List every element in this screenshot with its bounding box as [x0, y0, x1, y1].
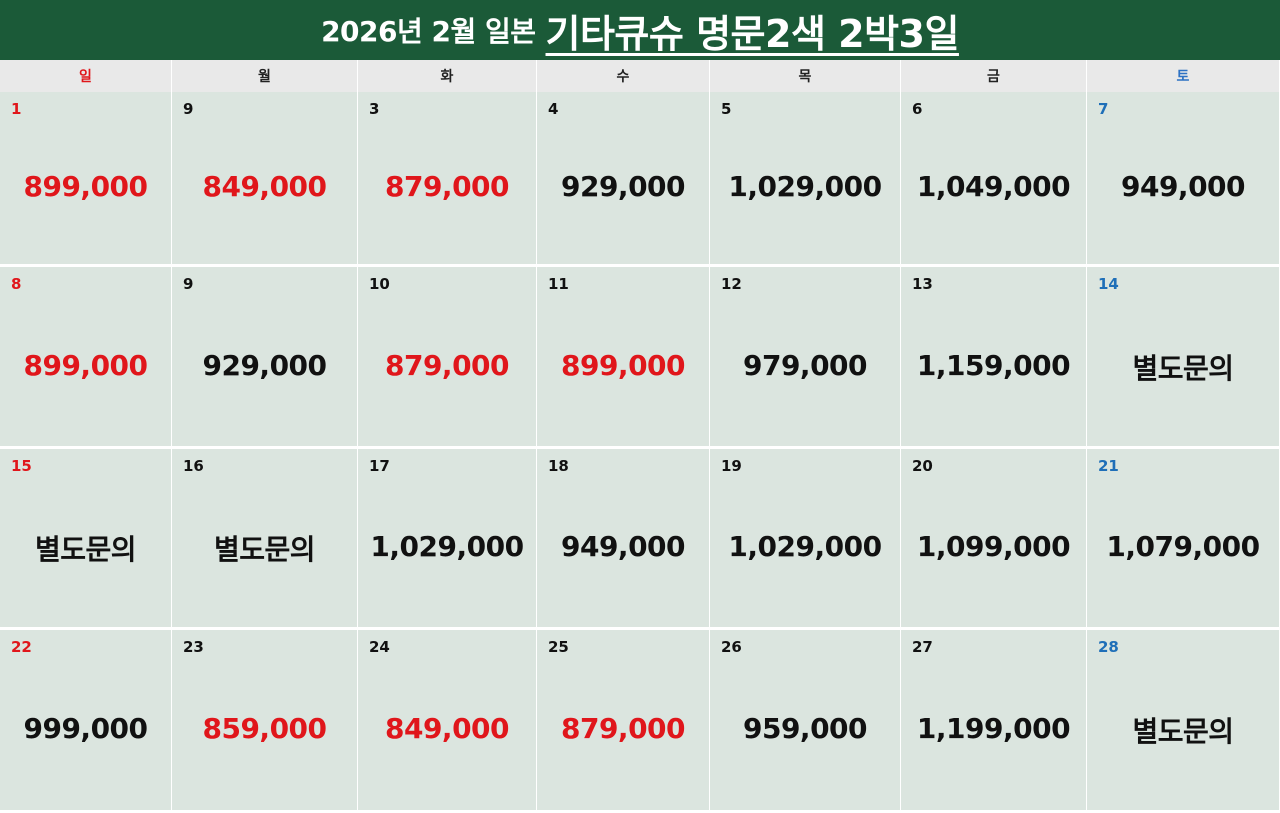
day-price: 929,000 — [202, 348, 327, 382]
calendar-day-cell: 6 1,049,000 — [901, 92, 1087, 267]
day-price: 979,000 — [742, 348, 868, 382]
day-number: 12 — [721, 275, 742, 293]
day-number: 11 — [548, 275, 569, 293]
day-number: 24 — [369, 638, 390, 656]
calendar-day-cell: 27 1,199,000 — [901, 630, 1087, 813]
day-number: 23 — [183, 638, 204, 656]
day-price: 879,000 — [384, 169, 510, 203]
calendar-day-cell: 23 859,000 — [172, 630, 358, 813]
day-number: 20 — [912, 457, 933, 475]
calendar-day-cell: 22 999,000 — [0, 630, 172, 813]
calendar-day-cell: 1 899,000 — [0, 92, 172, 267]
calendar-day-cell: 5 1,029,000 — [710, 92, 901, 267]
calendar-day-cell: 24 849,000 — [358, 630, 537, 813]
calendar-day-cell: 20 1,099,000 — [901, 449, 1087, 630]
price-calendar: 일 월 화 수 목 금 토 1 899,000 9 849,000 3 879,000 4 9… — [0, 60, 1280, 813]
day-number: 5 — [721, 100, 732, 118]
calendar-day-cell: 4 929,000 — [537, 92, 710, 267]
day-price: 1,079,000 — [1106, 529, 1260, 563]
day-price: 별도문의 — [1132, 715, 1234, 748]
day-number: 21 — [1098, 457, 1119, 475]
calendar-day-cell: 16 별도문의 — [172, 449, 358, 630]
day-number: 10 — [369, 275, 390, 293]
calendar-day-cell: 13 1,159,000 — [901, 267, 1087, 449]
day-number: 1 — [11, 100, 22, 118]
calendar-day-cell: 19 1,029,000 — [710, 449, 901, 630]
day-price: 별도문의 — [1132, 351, 1234, 385]
calendar-day-cell: 26 959,000 — [710, 630, 901, 813]
weekday-wed: 수 — [537, 60, 710, 92]
calendar-day-cell: 11 899,000 — [537, 267, 710, 449]
day-number: 9 — [183, 100, 194, 118]
day-number: 28 — [1098, 638, 1119, 656]
calendar-day-cell: 15 별도문의 — [0, 449, 172, 630]
calendar-day-cell: 9 849,000 — [172, 92, 358, 267]
day-price: 849,000 — [384, 711, 510, 745]
day-price: 1,049,000 — [916, 169, 1071, 203]
calendar-day-cell: 9 929,000 — [172, 267, 358, 449]
day-price: 1,099,000 — [916, 529, 1071, 563]
calendar-day-cell: 12 979,000 — [710, 267, 901, 449]
calendar-day-cell: 17 1,029,000 — [358, 449, 537, 630]
day-number: 16 — [183, 457, 204, 475]
day-price: 899,000 — [560, 348, 686, 382]
weekday-tue: 화 — [358, 60, 537, 92]
calendar-day-cell: 8 899,000 — [0, 267, 172, 449]
day-price: 1,199,000 — [916, 711, 1071, 745]
day-price: 959,000 — [742, 711, 868, 745]
day-number: 13 — [912, 275, 933, 293]
calendar-day-cell: 28 별도문의 — [1087, 630, 1280, 813]
day-price: 별도문의 — [34, 533, 137, 566]
day-number: 19 — [721, 457, 742, 475]
calendar-day-cell: 3 879,000 — [358, 92, 537, 267]
day-number: 25 — [548, 638, 569, 656]
day-price: 949,000 — [560, 529, 686, 563]
day-number: 17 — [369, 457, 390, 475]
calendar-header: 2026년 2월 일본 기타큐슈 명문2색 2박3일 — [0, 0, 1280, 60]
title-period: 2026년 2월 일본 — [321, 15, 536, 48]
day-price: 859,000 — [202, 711, 327, 745]
calendar-day-cell: 25 879,000 — [537, 630, 710, 813]
day-price: 1,029,000 — [728, 529, 882, 563]
day-price: 949,000 — [1120, 169, 1246, 203]
weekday-fri: 금 — [901, 60, 1087, 92]
day-price: 899,000 — [23, 169, 148, 203]
weekday-mon: 월 — [172, 60, 358, 92]
day-number: 7 — [1098, 100, 1109, 118]
day-price: 1,159,000 — [916, 348, 1071, 382]
day-number: 18 — [548, 457, 569, 475]
day-price: 1,029,000 — [728, 169, 882, 203]
day-number: 26 — [721, 638, 742, 656]
day-price: 1,029,000 — [370, 529, 524, 563]
day-price: 999,000 — [23, 711, 148, 745]
day-number: 9 — [183, 275, 194, 293]
calendar-day-cell: 14 별도문의 — [1087, 267, 1280, 449]
weekday-sat: 토 — [1087, 60, 1280, 92]
day-number: 8 — [11, 275, 22, 293]
calendar-day-cell: 21 1,079,000 — [1087, 449, 1280, 630]
day-number: 14 — [1098, 275, 1119, 293]
calendar-day-cell: 7 949,000 — [1087, 92, 1280, 267]
day-number: 6 — [912, 100, 923, 118]
day-price: 별도문의 — [213, 533, 316, 566]
day-number: 3 — [369, 100, 380, 118]
day-price: 849,000 — [202, 169, 327, 203]
day-number: 4 — [548, 100, 559, 118]
day-price: 899,000 — [23, 348, 148, 382]
day-number: 22 — [11, 638, 32, 656]
weekday-thu: 목 — [710, 60, 901, 92]
day-price: 929,000 — [560, 169, 686, 203]
day-number: 15 — [11, 457, 32, 475]
day-price: 879,000 — [560, 711, 686, 745]
calendar-day-cell: 10 879,000 — [358, 267, 537, 449]
day-price: 879,000 — [384, 348, 510, 382]
calendar-day-cell: 18 949,000 — [537, 449, 710, 630]
day-number: 27 — [912, 638, 933, 656]
title-product: 기타큐슈 명문2색 2박3일 — [545, 11, 960, 56]
weekday-sun: 일 — [0, 60, 172, 92]
